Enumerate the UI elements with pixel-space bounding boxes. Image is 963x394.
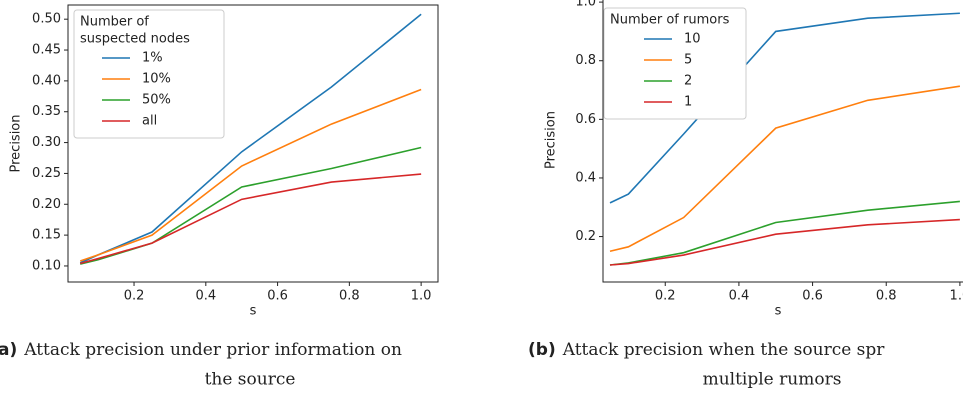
- y-tick-label: 0.35: [32, 104, 61, 119]
- caption-text: the source: [205, 370, 296, 390]
- caption-label: a): [0, 340, 17, 360]
- x-tick-label: 0.8: [339, 289, 360, 304]
- y-axis-label: Precision: [544, 111, 559, 169]
- legend-label: 2: [684, 74, 692, 89]
- legend-label: all: [142, 114, 157, 129]
- line-series: [79, 88, 422, 262]
- y-tick-label: 0.50: [32, 12, 61, 27]
- line-series: [609, 85, 961, 253]
- x-tick-label: 0.4: [729, 289, 750, 304]
- chart: 0.2 0.4 0.6 0.8 1.0 0.2 0.4 0.6 0.8 1.0 s Precision…: [528, 0, 963, 390]
- y-tick-label: 0.8: [575, 53, 596, 68]
- line-series: [609, 218, 960, 266]
- y-tick-label: 0.15: [32, 228, 61, 243]
- line-series: [80, 146, 422, 265]
- y-axis-label: Precision: [9, 114, 24, 172]
- caption-label: (b): [528, 340, 556, 360]
- legend-label: 5: [684, 53, 692, 68]
- legend-title: suspected nodes: [80, 32, 190, 47]
- chart: 0.10 0.15 0.20 0.25 0.30 0.35 0.40 0.45 0.50 0.2 0…: [0, 4, 439, 390]
- x-tick-label: 0.6: [267, 289, 288, 304]
- line-series: [79, 173, 422, 265]
- x-tick-label: 1.0: [411, 289, 432, 304]
- legend-label: 1: [684, 95, 692, 110]
- y-tick-label: 1.0: [575, 0, 596, 10]
- plot-frame: [67, 4, 439, 283]
- caption-text: Attack precision when the source spr: [562, 340, 886, 360]
- legend-label: 10%: [142, 72, 171, 87]
- y-tick-label: 0.6: [575, 112, 596, 127]
- x-tick-label: 0.8: [876, 289, 897, 304]
- y-tick-label: 0.30: [32, 135, 61, 150]
- caption: a) Attack precision under prior informati…: [0, 340, 402, 361]
- y-tick-label: 0.40: [32, 73, 61, 88]
- x-tick-label: 1.0: [950, 289, 963, 304]
- y-tick-label: 0.2: [575, 229, 596, 244]
- legend-title: Number of: [80, 15, 149, 30]
- legend-label: 10: [684, 32, 701, 47]
- caption-text: multiple rumors: [703, 370, 842, 390]
- x-tick-label: 0.4: [195, 289, 216, 304]
- caption-text: Attack precision under prior information…: [23, 340, 402, 360]
- legend-box: [603, 7, 747, 120]
- y-tick-label: 0.10: [32, 258, 61, 273]
- x-tick-label: 0.6: [802, 289, 823, 304]
- x-axis-label: s: [775, 304, 782, 319]
- y-tick-label: 0.20: [32, 197, 61, 212]
- x-tick-label: 0.2: [655, 289, 676, 304]
- x-tick-label: 0.2: [124, 289, 145, 304]
- plot-frame: [602, 0, 963, 283]
- y-tick-label: 0.25: [32, 166, 61, 181]
- y-tick-label: 0.4: [575, 170, 596, 185]
- caption: (b) Attack precision when the source spr: [528, 340, 885, 361]
- legend-title: Number of rumors: [610, 13, 730, 28]
- legend-label: 1%: [142, 51, 163, 66]
- legend-box: [73, 9, 225, 139]
- y-tick-label: 0.45: [32, 43, 61, 58]
- x-axis-label: s: [250, 304, 257, 319]
- legend-label: 50%: [142, 93, 171, 108]
